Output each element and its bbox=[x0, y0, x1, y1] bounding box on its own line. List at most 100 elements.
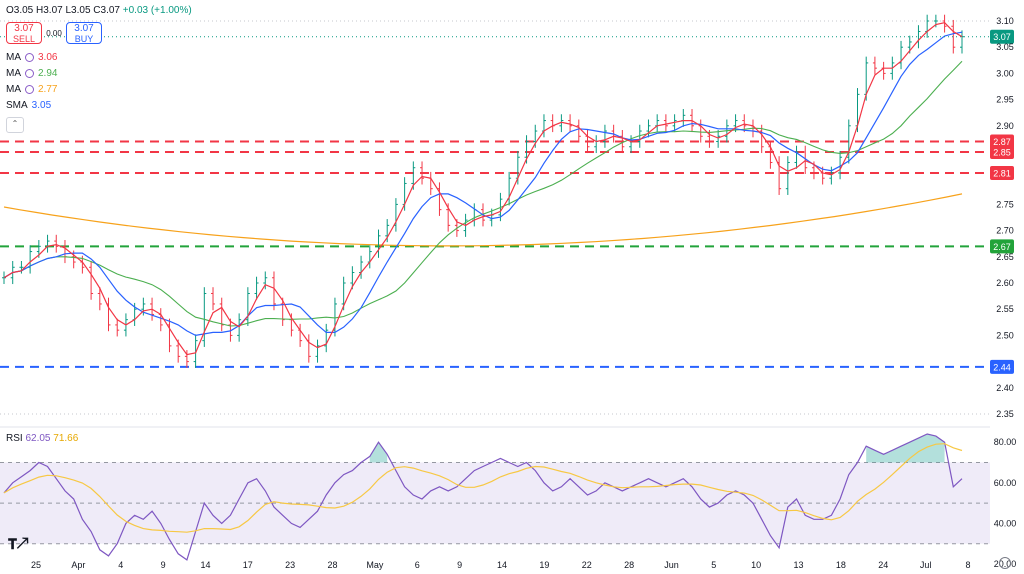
buy-price: 3.07 bbox=[74, 23, 94, 34]
ohlc-bar bbox=[167, 318, 172, 353]
ohlc-bar bbox=[803, 145, 808, 175]
rsi-legend: RSI 62.05 71.66 bbox=[6, 433, 78, 444]
ohlc-bar bbox=[193, 334, 198, 368]
price-tick: 2.90 bbox=[996, 121, 1014, 131]
time-tick: 18 bbox=[836, 560, 846, 570]
indicator-name: MA bbox=[6, 84, 21, 95]
time-tick: 10 bbox=[751, 560, 761, 570]
indicator-value: 2.77 bbox=[38, 84, 58, 95]
ohlc-bar bbox=[899, 40, 904, 70]
price-tick: 2.50 bbox=[996, 330, 1014, 340]
ohlc-bar bbox=[960, 30, 964, 54]
ohlc-bar bbox=[829, 166, 834, 185]
sell-button[interactable]: 3.07 SELL bbox=[6, 22, 42, 44]
indicator-name: SMA bbox=[6, 100, 28, 111]
rsi-overbought-fill bbox=[866, 434, 945, 463]
ohlc-bar bbox=[707, 129, 712, 148]
ohlc-bar bbox=[716, 129, 721, 148]
level-tag-label: 2.81 bbox=[993, 168, 1011, 178]
buy-button[interactable]: 3.07 BUY bbox=[66, 22, 102, 44]
rsi-tick: 80.00 bbox=[994, 437, 1017, 447]
ohlc-bar bbox=[759, 124, 764, 154]
level-tag bbox=[990, 359, 1014, 374]
ohlc-bar bbox=[437, 182, 442, 216]
price-tick: 2.60 bbox=[996, 278, 1014, 288]
time-tick: 13 bbox=[794, 560, 804, 570]
ohlc-bar bbox=[62, 240, 67, 264]
indicator-value: 3.06 bbox=[38, 52, 58, 63]
indicator-ma-fast[interactable]: MA 3.06 bbox=[6, 52, 57, 63]
ohlc-values: O3.05 H3.07 L3.05 C3.07 bbox=[6, 5, 120, 16]
ohlc-bar bbox=[472, 203, 477, 227]
price-tick: 2.35 bbox=[996, 409, 1014, 419]
ohlc-bar bbox=[45, 234, 50, 253]
rsi-name: RSI bbox=[6, 433, 23, 444]
ohlc-bar bbox=[202, 287, 207, 347]
price-tick: 2.95 bbox=[996, 95, 1014, 105]
rsi-tick: 60.00 bbox=[994, 478, 1017, 488]
spread-value: 0.00 bbox=[46, 28, 62, 38]
ohlc-bar bbox=[785, 156, 790, 195]
ohlc-bar bbox=[559, 114, 564, 133]
price-tick: 2.65 bbox=[996, 252, 1014, 262]
last-price-label: 3.07 bbox=[993, 32, 1011, 42]
tradingview-logo[interactable]: 𝐓↗ bbox=[8, 536, 29, 552]
ohlc-bar bbox=[420, 161, 425, 185]
ohlc-bar bbox=[115, 318, 120, 337]
trade-box: 3.07 SELL 0.00 3.07 BUY bbox=[6, 22, 102, 44]
ohlc-bar bbox=[54, 234, 59, 253]
ohlc-bar bbox=[263, 271, 268, 290]
ohlc-bar bbox=[158, 308, 163, 332]
chevron-up-icon[interactable]: ⌃ bbox=[6, 117, 24, 133]
ohlc-bar bbox=[367, 245, 372, 269]
indicator-value: 2.94 bbox=[38, 68, 58, 79]
level-tag-label: 2.67 bbox=[993, 242, 1011, 252]
ohlc-bar bbox=[951, 19, 956, 54]
ohlc-bar bbox=[176, 339, 181, 363]
price-tick: 2.40 bbox=[996, 383, 1014, 393]
indicator-name: MA bbox=[6, 68, 21, 79]
time-tick: Jul bbox=[920, 560, 932, 570]
time-tick: Jun bbox=[664, 560, 679, 570]
rsi-ma-line bbox=[3, 443, 963, 533]
ohlc-bar bbox=[568, 114, 573, 133]
time-tick: 9 bbox=[161, 560, 166, 570]
gear-icon[interactable] bbox=[999, 557, 1011, 569]
level-tag bbox=[990, 239, 1014, 254]
ohlc-bar bbox=[97, 287, 102, 311]
level-tag bbox=[990, 165, 1014, 180]
indicator-sma[interactable]: SMA 3.05 bbox=[6, 100, 51, 111]
ohlc-bar bbox=[620, 129, 625, 154]
ohlc-bar bbox=[872, 56, 877, 75]
ohlc-bar bbox=[672, 114, 677, 133]
ohlc-bar bbox=[881, 61, 886, 80]
indicator-ma-mid[interactable]: MA 2.94 bbox=[6, 68, 57, 79]
eye-icon[interactable] bbox=[25, 85, 34, 94]
time-tick: 17 bbox=[243, 560, 253, 570]
ohlc-bar bbox=[550, 114, 555, 133]
indicator-ma-slow[interactable]: MA 2.77 bbox=[6, 84, 57, 95]
buy-label: BUY bbox=[74, 34, 94, 44]
time-tick: 22 bbox=[582, 560, 592, 570]
ohlc-bar bbox=[576, 119, 581, 143]
ohlc-bar bbox=[271, 271, 276, 311]
indicator-value: 3.05 bbox=[31, 100, 52, 111]
ohlc-bar bbox=[376, 229, 381, 258]
level-tag bbox=[990, 145, 1014, 159]
indicator-name: MA bbox=[6, 52, 21, 63]
ohlc-bar bbox=[594, 135, 599, 154]
eye-icon[interactable] bbox=[25, 53, 34, 62]
sell-label: SELL bbox=[12, 34, 36, 44]
ohlc-bar bbox=[219, 297, 224, 332]
time-tick: 14 bbox=[497, 560, 507, 570]
ohlc-bar bbox=[211, 287, 216, 311]
price-tick: 2.70 bbox=[996, 226, 1014, 236]
time-tick: 4 bbox=[118, 560, 123, 570]
sma-line bbox=[3, 31, 963, 337]
price-tick: 2.55 bbox=[996, 304, 1014, 314]
eye-icon[interactable] bbox=[25, 69, 34, 78]
price-tick: 3.00 bbox=[996, 68, 1014, 78]
ohlc-bar bbox=[942, 14, 947, 33]
price-change: +0.03 (+1.00%) bbox=[122, 5, 192, 16]
